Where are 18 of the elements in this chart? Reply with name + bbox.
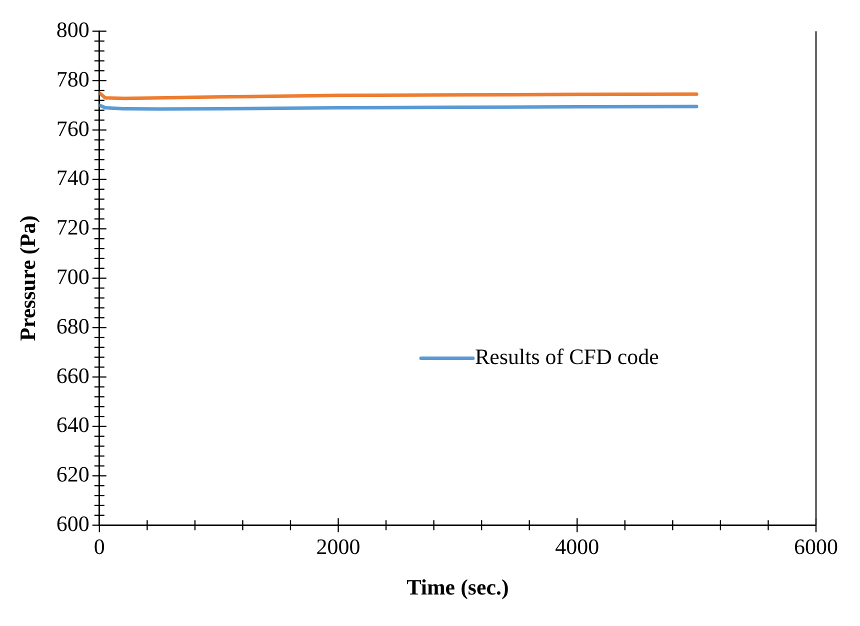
x-axis-title: Time (sec.) [406,574,509,600]
y-tick-label: 720 [56,214,90,240]
x-tick-label: 0 [94,534,105,560]
x-tick-label: 6000 [794,534,838,560]
y-tick-label: 640 [56,412,90,438]
x-tick-label: 2000 [316,534,360,560]
y-tick-label: 600 [56,510,90,536]
y-tick-label: 800 [56,16,90,42]
x-tick-label: 4000 [555,534,600,560]
y-tick-label: 680 [56,313,90,338]
y-tick-label: 620 [56,462,90,487]
y-tick-label: 780 [56,66,90,92]
y-tick-label: 700 [56,264,90,289]
y-tick-label: 660 [56,362,90,388]
y-tick-label: 760 [56,116,90,141]
legend-label: Results of CFD code [475,344,659,369]
y-axis-title: Pressure (Pa) [14,215,40,342]
y-tick-label: 740 [56,165,90,190]
